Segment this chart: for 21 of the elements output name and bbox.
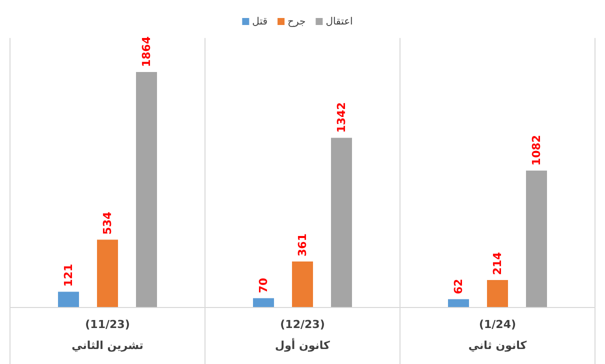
data-label: 214 [491, 252, 504, 276]
bar [97, 240, 118, 307]
bar [526, 170, 547, 307]
data-label: 534 [101, 211, 114, 235]
legend-label: جرح [288, 16, 306, 28]
bar [448, 299, 469, 307]
data-label: 1082 [530, 134, 543, 166]
data-label: 1864 [140, 36, 153, 67]
legend-label: قتل [252, 16, 268, 28]
bar [253, 298, 274, 307]
data-label: 1342 [335, 102, 348, 133]
data-label: 121 [62, 264, 75, 287]
bar [331, 138, 352, 307]
legend-label: اعتقال [326, 16, 353, 28]
bar [58, 292, 79, 307]
data-label: 62 [452, 278, 465, 294]
bar [136, 72, 157, 307]
bar [292, 261, 313, 307]
bar [487, 280, 508, 307]
data-label: 361 [296, 234, 309, 256]
data-label: 70 [257, 278, 270, 294]
